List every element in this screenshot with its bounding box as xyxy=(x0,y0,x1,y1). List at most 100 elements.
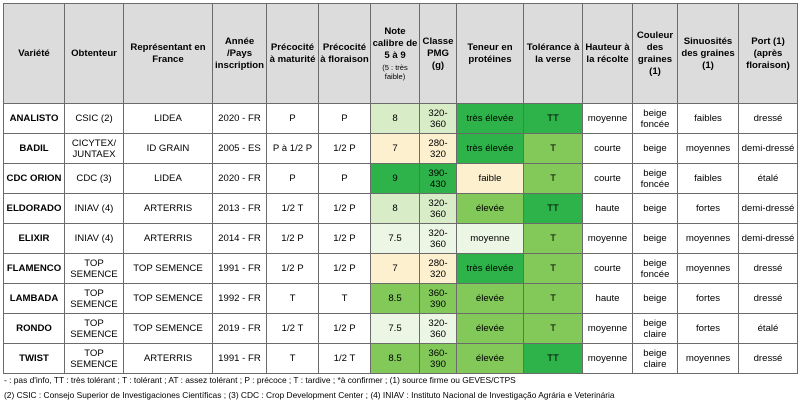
table-cell: T xyxy=(523,133,583,164)
column-header: Teneur en protéines xyxy=(456,3,524,104)
table-cell: beige xyxy=(632,133,678,164)
table-cell: T xyxy=(523,283,583,314)
table-cell: moyenne xyxy=(456,223,524,254)
table-cell: TOP SEMENCE xyxy=(64,283,124,314)
column-header-label: Tolérance à la verse xyxy=(526,41,580,65)
table-cell: 8 xyxy=(370,103,420,134)
variety-name-cell: ELDORADO xyxy=(3,193,65,224)
table-cell: faibles xyxy=(677,163,739,194)
table-cell: beige foncée xyxy=(632,103,678,134)
table-cell: 2020 - FR xyxy=(212,103,267,134)
table-cell: 2019 - FR xyxy=(212,313,267,344)
table-cell: courte xyxy=(582,253,633,284)
table-cell: TOP SEMENCE xyxy=(64,313,124,344)
table-cell: 7.5 xyxy=(370,223,420,254)
table-cell: 1/2 P xyxy=(318,133,371,164)
table-cell: TOP SEMENCE xyxy=(123,253,213,284)
column-header-label: Port (1) (après floraison) xyxy=(746,35,790,71)
table-cell: courte xyxy=(582,163,633,194)
table-cell: 8.5 xyxy=(370,343,420,374)
column-header-label: Hauteur à la récolte xyxy=(585,41,630,65)
column-header-label: Classe PMG (g) xyxy=(422,35,454,71)
table-cell: 360-390 xyxy=(419,343,457,374)
table-cell: T xyxy=(523,253,583,284)
table-cell: dressé xyxy=(738,283,798,314)
table-cell: 1/2 P xyxy=(318,223,371,254)
table-cell: CICYTEX/ JUNTAEX xyxy=(64,133,124,164)
table-cell: 2020 - FR xyxy=(212,163,267,194)
table-cell: TT xyxy=(523,343,583,374)
table-cell: 8 xyxy=(370,193,420,224)
table-cell: moyenne xyxy=(582,103,633,134)
table-cell: T xyxy=(266,343,319,374)
table-cell: P xyxy=(266,103,319,134)
table-cell: très élevée xyxy=(456,133,524,164)
table-cell: 320-360 xyxy=(419,193,457,224)
variety-name-cell: BADIL xyxy=(3,133,65,164)
table-cell: dressé xyxy=(738,253,798,284)
table-cell: moyennes xyxy=(677,223,739,254)
footnotes: - : pas d'info, TT : très tolérant ; T :… xyxy=(4,373,796,403)
table-cell: INIAV (4) xyxy=(64,193,124,224)
table-cell: dressé xyxy=(738,103,798,134)
variety-name-cell: ANALISTO xyxy=(3,103,65,134)
variety-name-cell: RONDO xyxy=(3,313,65,344)
varieties-table: Variété Obtenteur Représentant en France An… xyxy=(3,3,798,374)
table-cell: 1/2 P xyxy=(266,253,319,284)
footnote-legend: - : pas d'info, TT : très tolérant ; T :… xyxy=(4,375,516,385)
table-cell: 1/2 P xyxy=(318,253,371,284)
column-header-label: Année /Pays inscription xyxy=(214,35,265,71)
table-cell: 1/2 T xyxy=(266,313,319,344)
table-cell: TOP SEMENCE xyxy=(123,283,213,314)
table-cell: T xyxy=(318,283,371,314)
column-header-label: Variété xyxy=(18,47,50,59)
table-cell: dressé xyxy=(738,343,798,374)
table-cell: TOP SEMENCE xyxy=(64,343,124,374)
table-cell: 390-430 xyxy=(419,163,457,194)
column-header-label: Précocité à maturité xyxy=(269,41,316,65)
column-header-label: Teneur en protéines xyxy=(467,41,513,65)
variety-name-cell: CDC ORION xyxy=(3,163,65,194)
column-header: Hauteur à la récolte xyxy=(582,3,633,104)
column-header: Variété xyxy=(3,3,65,104)
table-cell: T xyxy=(523,163,583,194)
table-cell: fortes xyxy=(677,283,739,314)
table-cell: 1/2 P xyxy=(266,223,319,254)
table-cell: 7 xyxy=(370,253,420,284)
table-cell: TOP SEMENCE xyxy=(64,253,124,284)
header-row: Variété Obtenteur Représentant en France An… xyxy=(3,3,798,104)
table-cell: 320-360 xyxy=(419,313,457,344)
table-cell: 1/2 P xyxy=(318,313,371,344)
table-row: CDC ORION CDC (3) LIDEA 2020 - FR P P 9 390-430… xyxy=(3,163,798,194)
table-cell: 2013 - FR xyxy=(212,193,267,224)
table-cell: très élevée xyxy=(456,103,524,134)
table-cell: moyenne xyxy=(582,343,633,374)
column-header-label: Couleur des graines (1) xyxy=(636,29,674,77)
column-header-label: Note calibre de 5 à 9 xyxy=(372,26,418,61)
table-cell: LIDEA xyxy=(123,163,213,194)
table-cell: beige xyxy=(632,193,678,224)
table-cell: beige xyxy=(632,223,678,254)
table-cell: étalé xyxy=(738,313,798,344)
table-cell: 1991 - FR xyxy=(212,253,267,284)
table-cell: moyennes xyxy=(677,133,739,164)
table-cell: beige foncée xyxy=(632,163,678,194)
table-cell: élevée xyxy=(456,193,524,224)
table-cell: 360-390 xyxy=(419,283,457,314)
table-cell: CSIC (2) xyxy=(64,103,124,134)
table-cell: INIAV (4) xyxy=(64,223,124,254)
variety-name-cell: FLAMENCO xyxy=(3,253,65,284)
table-header: Variété Obtenteur Représentant en France An… xyxy=(3,3,798,104)
table-cell: LIDEA xyxy=(123,103,213,134)
table-row: RONDO TOP SEMENCE TOP SEMENCE 2019 - FR 1/2 … xyxy=(3,313,798,344)
table-cell: faible xyxy=(456,163,524,194)
table-cell: P xyxy=(318,163,371,194)
table-cell: 7.5 xyxy=(370,313,420,344)
table-cell: beige foncée xyxy=(632,253,678,284)
table-cell: élevée xyxy=(456,313,524,344)
column-header: Port (1) (après floraison) xyxy=(738,3,798,104)
table-cell: ARTERRIS xyxy=(123,193,213,224)
table-cell: 280-320 xyxy=(419,253,457,284)
